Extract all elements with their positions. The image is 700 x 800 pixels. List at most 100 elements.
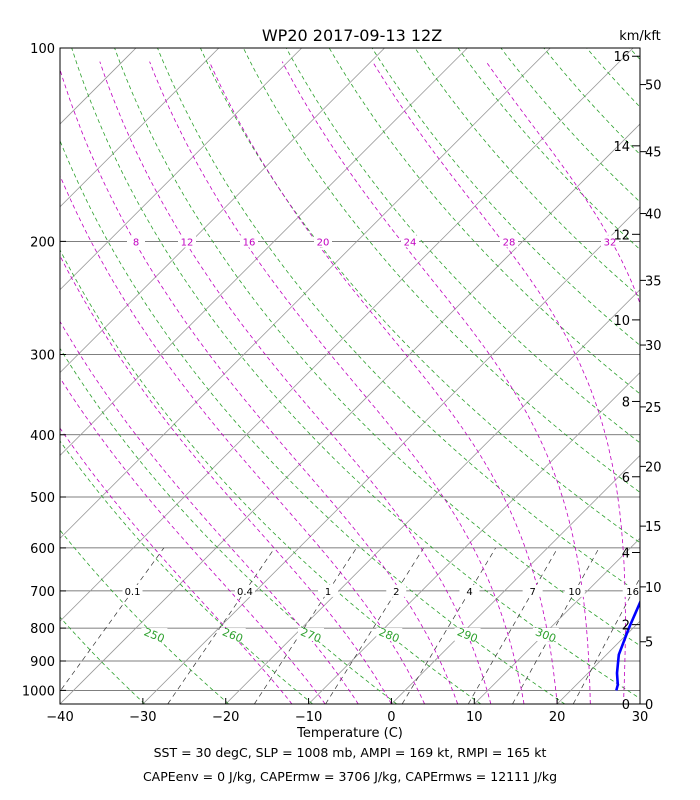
moist-adiabat-16 bbox=[149, 61, 525, 704]
mixing-ratio-label: 10 bbox=[568, 587, 581, 598]
dry-label-bg bbox=[297, 628, 324, 642]
kft-tick-label: 50 bbox=[645, 79, 662, 94]
pressure-tick-label: 1000 bbox=[22, 684, 55, 699]
moist-adiabat-28 bbox=[372, 61, 626, 704]
isotherm-10 bbox=[474, 537, 640, 704]
isotherm--100 bbox=[60, 48, 220, 208]
moist-label-bg bbox=[240, 235, 258, 248]
dry-label-bg bbox=[532, 628, 559, 642]
kft-tick-label: 0 bbox=[645, 698, 653, 713]
pressure-tick-label: 500 bbox=[30, 491, 55, 506]
dry-adiabat-420 bbox=[586, 48, 640, 108]
x-tick-label: −10 bbox=[295, 710, 322, 725]
kft-tick-label: 5 bbox=[645, 636, 653, 651]
isotherm--110 bbox=[60, 48, 137, 125]
dry-adiabat-260 bbox=[60, 440, 313, 704]
isotherm-0 bbox=[391, 454, 640, 704]
km-tick-label: 16 bbox=[613, 50, 630, 65]
pressure-tick-label: 300 bbox=[30, 348, 55, 363]
km-tick-label: 10 bbox=[613, 314, 630, 329]
mixing-ratio-line-0.4 bbox=[167, 547, 276, 704]
isotherm--60 bbox=[60, 48, 551, 539]
kft-tick-label: 40 bbox=[645, 208, 662, 223]
kft-tick-label: 20 bbox=[645, 460, 662, 475]
dry-adiabat-300 bbox=[71, 48, 640, 699]
dry-label-bg bbox=[219, 628, 246, 642]
moist-label-bg bbox=[401, 235, 419, 248]
kft-tick-label: 30 bbox=[645, 339, 662, 354]
pressure-tick-label: 400 bbox=[30, 429, 55, 444]
mixing-ratio-label: 16 bbox=[626, 587, 639, 598]
height-units-label: km/kft bbox=[619, 29, 661, 44]
moist-adiabat-label: 8 bbox=[133, 237, 139, 248]
moist-adiabat--4 bbox=[60, 320, 359, 704]
plot-frame bbox=[59, 47, 641, 705]
mixing-ratio-label: 1 bbox=[325, 587, 331, 598]
dry-adiabat-390 bbox=[457, 48, 640, 250]
kft-tick-label: 10 bbox=[645, 581, 662, 596]
isotherm--120 bbox=[0, 48, 53, 704]
x-tick-label: 10 bbox=[466, 710, 483, 725]
mixing-ratio-label: 4 bbox=[466, 587, 472, 598]
kft-tick-label: 15 bbox=[645, 520, 662, 535]
axes: −40 −30 −20 −10 0 10 20 30100200300400500600700… bbox=[22, 42, 662, 725]
moist-label-bg bbox=[314, 235, 332, 248]
mixing-ratio-label: 0.1 bbox=[125, 587, 141, 598]
dry-label-bg bbox=[454, 628, 481, 642]
dry-adiabat-320 bbox=[157, 48, 640, 595]
mixing-label-bg bbox=[522, 584, 543, 597]
dry-adiabat-280 bbox=[60, 249, 482, 704]
kft-tick-label: 25 bbox=[645, 401, 662, 416]
dry-adiabat-230 bbox=[60, 702, 61, 704]
dry-adiabat-380 bbox=[414, 48, 640, 298]
mixing-ratio-line-2 bbox=[325, 547, 424, 704]
moist-adiabat-label: 16 bbox=[243, 237, 256, 248]
km-tick-label: 2 bbox=[622, 619, 630, 634]
mixing-label-bg bbox=[386, 584, 407, 597]
moist-adiabat-8 bbox=[60, 68, 459, 704]
isotherm--80 bbox=[60, 48, 385, 374]
pressure-tick-label: 100 bbox=[30, 42, 55, 57]
isotherm--10 bbox=[308, 372, 640, 704]
dry-adiabat-240 bbox=[60, 616, 145, 704]
pressure-tick-label: 600 bbox=[30, 542, 55, 557]
pressure-tick-label: 800 bbox=[30, 622, 55, 637]
moist-adiabat-32 bbox=[485, 61, 640, 305]
moist-adiabat-0 bbox=[60, 254, 392, 704]
mixing-ratio-label: 0.4 bbox=[237, 587, 253, 598]
mixing-label-bg bbox=[622, 584, 643, 597]
footer-line-1: SST = 30 degC, SLP = 1008 mb, AMPI = 169… bbox=[153, 745, 547, 760]
km-tick-label: 0 bbox=[622, 698, 630, 713]
moist-adiabat-label: 24 bbox=[404, 237, 417, 248]
x-tick-label: −20 bbox=[212, 710, 239, 725]
moist-adiabat-label: 32 bbox=[604, 237, 617, 248]
dry-adiabat-330 bbox=[200, 48, 640, 544]
mixing-label-bg bbox=[234, 584, 255, 597]
pressure-tick-label: 200 bbox=[30, 235, 55, 250]
moist-adiabat-20 bbox=[208, 61, 558, 704]
moist-adiabat-label: 20 bbox=[317, 237, 330, 248]
dry-adiabat-400 bbox=[500, 48, 640, 203]
profile-line-1 bbox=[615, 599, 640, 691]
moist-adiabat-label: 28 bbox=[503, 237, 516, 248]
isotherm--70 bbox=[60, 48, 468, 456]
km-tick-label: 12 bbox=[613, 228, 630, 243]
dry-label-bg bbox=[141, 628, 168, 642]
moist-label-bg bbox=[178, 235, 196, 248]
mixing-ratio-line-7 bbox=[467, 547, 559, 704]
dry-adiabat-290 bbox=[60, 139, 566, 704]
sounding-profiles bbox=[615, 599, 640, 691]
dry-adiabat-340 bbox=[243, 48, 640, 493]
mixing-ratio-label: 2 bbox=[393, 587, 399, 598]
x-tick-label: −40 bbox=[46, 710, 73, 725]
moist-adiabat-24 bbox=[281, 61, 591, 704]
km-tick-label: 6 bbox=[622, 471, 630, 486]
pressure-tick-label: 900 bbox=[30, 655, 55, 670]
moist-adiabat--8 bbox=[60, 377, 326, 704]
km-tick-label: 14 bbox=[613, 140, 630, 155]
dry-adiabat-440 bbox=[673, 48, 700, 704]
dry-adiabat-250 bbox=[60, 529, 229, 704]
mixing-label-bg bbox=[564, 584, 585, 597]
mixing-label-bg bbox=[122, 584, 143, 597]
